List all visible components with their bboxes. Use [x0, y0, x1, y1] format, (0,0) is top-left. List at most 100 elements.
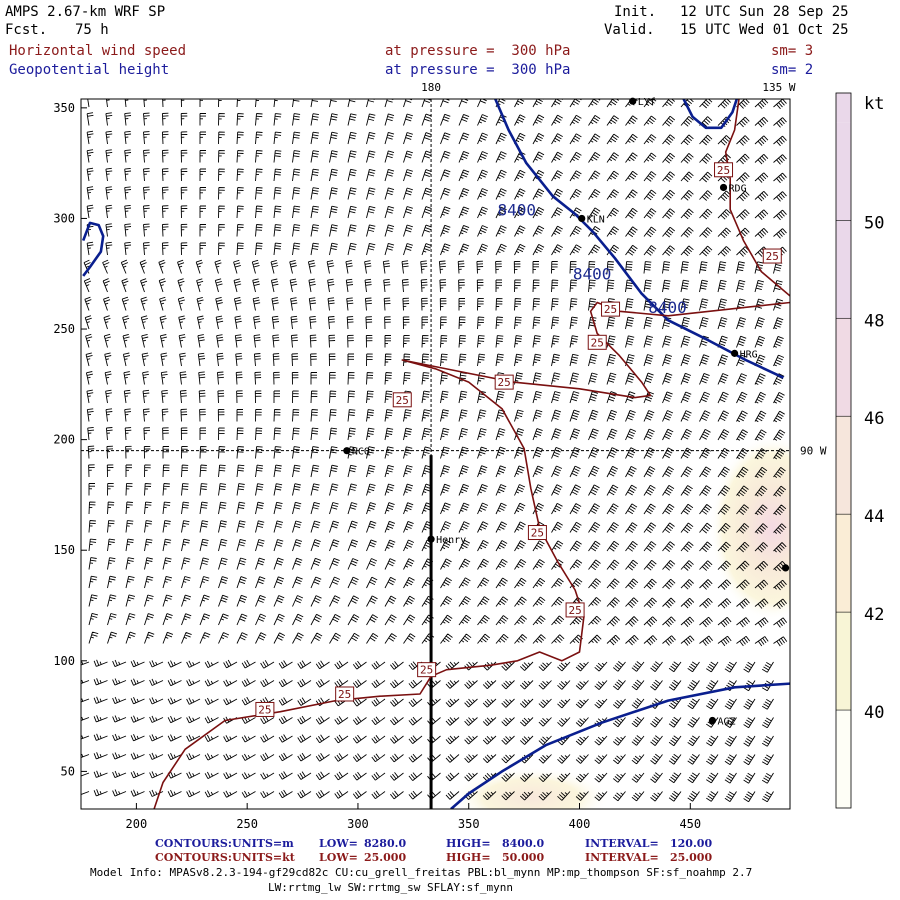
wind-barb [278, 715, 293, 725]
reference-lines: 180 135 W90 W [81, 81, 827, 809]
wind-barb [773, 280, 783, 293]
wind-barb [384, 131, 395, 145]
wind-barb [421, 132, 432, 145]
wind-barb [754, 227, 769, 239]
wind-barb [310, 576, 322, 589]
wind-barb [482, 698, 497, 708]
wind-barb [384, 205, 395, 219]
wind-barb [254, 390, 262, 404]
wind-barb [717, 279, 727, 293]
wind-barb [199, 464, 207, 478]
wind-barb [514, 206, 526, 219]
wind-barb [477, 243, 488, 256]
wind-barb [334, 679, 349, 688]
wind-barb [551, 634, 565, 644]
wind-barb [680, 391, 692, 404]
wind-barb [329, 520, 340, 533]
wind-barb [532, 559, 545, 570]
wind-barb [273, 483, 283, 496]
wind-barb [754, 279, 765, 293]
wind-barb [643, 522, 657, 534]
wind-barb [495, 409, 506, 422]
wind-barb [625, 354, 635, 367]
wind-barb [514, 225, 526, 237]
wind-barb [440, 596, 453, 607]
wind-barb [112, 733, 127, 742]
wind-barb [292, 409, 300, 422]
wind-barb [594, 754, 608, 764]
wind-barb [421, 372, 430, 385]
wind-barb [273, 446, 282, 459]
wind-barb [255, 409, 262, 422]
wind-barb [754, 523, 768, 534]
wind-barb [121, 278, 129, 293]
footer-speed-low: 25.000 [364, 851, 407, 864]
wind-barb [384, 224, 395, 237]
wind-barb [699, 261, 708, 274]
wind-barb [105, 99, 110, 108]
wind-barb [514, 188, 526, 200]
y-tick-label: 50 [61, 764, 75, 778]
wind-barb [143, 112, 150, 126]
wind-barb [81, 753, 90, 758]
y-tick-label: 250 [53, 322, 75, 336]
wind-barb [384, 576, 397, 589]
wind-barb [255, 501, 264, 515]
footer-height-high: 8400.0 [502, 837, 545, 850]
wind-barb [501, 698, 515, 708]
wind-barb [162, 501, 171, 515]
wind-barb [125, 538, 134, 552]
wind-barb [736, 246, 750, 257]
wind-barb [403, 446, 413, 459]
wind-barb [421, 409, 431, 422]
wind-barb [736, 560, 750, 572]
wind-barb [180, 408, 188, 422]
wind-barb [519, 735, 534, 745]
wind-barb [107, 575, 116, 589]
wind-barb [181, 557, 191, 570]
wind-barb [575, 698, 589, 709]
wind-barb [457, 260, 465, 274]
wind-barb [687, 791, 700, 802]
wind-barb [699, 391, 711, 404]
wind-barb [551, 335, 560, 348]
wind-barb [81, 679, 90, 684]
wind-barb [123, 371, 131, 385]
wind-barb [538, 754, 552, 764]
wind-barb [440, 372, 449, 385]
wind-barb [255, 99, 260, 108]
wind-barb [143, 99, 147, 108]
wind-barb [271, 315, 280, 330]
wind-barb [495, 132, 507, 145]
wind-barb [178, 334, 186, 348]
wind-barb [125, 501, 133, 515]
wind-barb [643, 261, 652, 274]
wind-barb [371, 679, 386, 689]
wind-barb [680, 410, 692, 422]
wind-barb [143, 427, 151, 441]
wind-barb [606, 335, 616, 348]
wind-barb [143, 223, 150, 237]
wind-barb [292, 483, 301, 496]
wind-barb [403, 132, 413, 145]
wind-barb [403, 113, 413, 126]
wind-barb [365, 316, 373, 330]
wind-barb [308, 278, 316, 293]
wind-barb [352, 716, 367, 725]
wind-barb [255, 242, 263, 256]
wind-barb [345, 260, 353, 274]
wind-barb [625, 559, 638, 571]
wind-barb [501, 772, 515, 782]
y-tick-label: 350 [53, 101, 75, 115]
wind-barb [329, 427, 338, 441]
wind-barb [625, 372, 636, 385]
wind-barb [236, 224, 244, 237]
wind-barb [167, 678, 182, 687]
speed-label-box [494, 374, 514, 390]
wind-barb [699, 485, 712, 496]
wind-barb [532, 446, 544, 459]
wind-barb [144, 538, 153, 552]
wind-barb [477, 298, 484, 311]
wind-barb [421, 243, 432, 256]
wind-barb [477, 335, 485, 348]
